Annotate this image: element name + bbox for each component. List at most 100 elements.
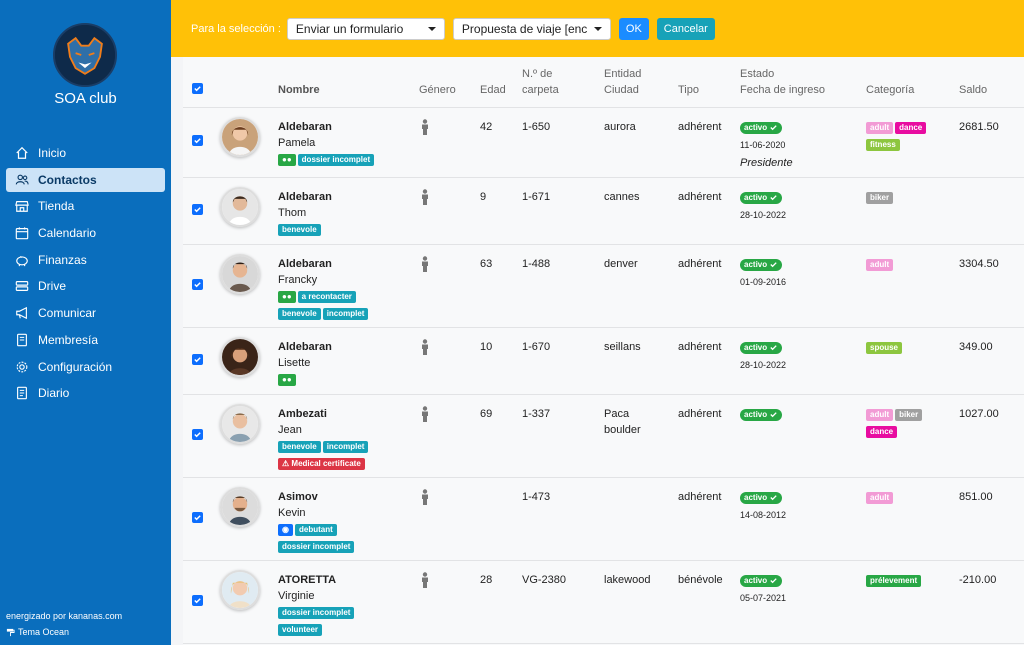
avatar[interactable] (220, 486, 260, 527)
table-row[interactable]: Aldebaran Francky ●● a recontacter benevo… (183, 244, 1024, 328)
table-row[interactable]: ATORETTA Virginie dossier incomplet volu… (183, 560, 1024, 644)
category-cell: biker (866, 177, 959, 245)
sidebar-item-tienda[interactable]: Tienda (6, 194, 165, 218)
journal-icon (14, 385, 30, 401)
category-adult: adult (866, 121, 894, 134)
status-label: activo (744, 259, 768, 269)
status-header[interactable]: Estado Fecha de ingreso (740, 57, 866, 108)
gender-header[interactable]: Género (419, 57, 480, 108)
select-all-checkbox[interactable] (183, 57, 220, 108)
age-cell: 63 (480, 244, 522, 328)
category-spouse: spouse (866, 341, 903, 354)
paint-roller-icon (6, 628, 15, 637)
sidebar-item-configuracion[interactable]: Configuración (6, 355, 165, 379)
membership-icon (14, 332, 30, 348)
city-cell: seillans (604, 327, 678, 395)
row-checkbox[interactable] (183, 560, 220, 644)
row-checkbox[interactable] (183, 244, 220, 328)
avatar[interactable] (220, 116, 260, 157)
balance-header[interactable]: Saldo (959, 57, 1024, 108)
contacts-table-container: Nombre Género Edad N.º de carpeta Entidad… (183, 57, 1024, 645)
ok-button[interactable]: OK (618, 17, 649, 40)
name-cell: Aldebaran Francky ●● a recontacter benevo… (278, 244, 419, 328)
sidebar-item-contactos[interactable]: Contactos (6, 167, 165, 192)
cancel-button[interactable]: Cancelar (656, 17, 715, 40)
category-adult: adult (866, 408, 894, 421)
powered-by-link[interactable]: energizado por kananas.com (6, 611, 123, 621)
folder-cell: 1-650 (522, 107, 604, 178)
avatar[interactable] (220, 403, 260, 444)
sidebar-item-finanzas[interactable]: Finanzas (6, 248, 165, 272)
tag-incomplet: incomplet (322, 440, 369, 453)
first-name: Francky (278, 273, 318, 286)
sidebar-item-label: Calendario (38, 226, 97, 241)
row-checkbox[interactable] (183, 477, 220, 561)
balance-cell: 349.00 (959, 327, 1024, 395)
sidebar-item-inicio[interactable]: Inicio (6, 141, 165, 165)
type-header[interactable]: Tipo (678, 57, 740, 108)
last-name[interactable]: Asimov (278, 490, 318, 503)
avatar[interactable] (220, 569, 260, 610)
row-checkbox[interactable] (183, 177, 220, 245)
avatar-cell (220, 107, 278, 178)
table-row[interactable]: Aldebaran Thom benevole 9 1-671 cannes a… (183, 177, 1024, 245)
folder-header[interactable]: N.º de carpeta (522, 57, 604, 108)
sidebar-item-comunicar[interactable]: Comunicar (6, 301, 165, 325)
theme-switch[interactable]: Tema Ocean (6, 627, 69, 637)
type-cell: adhérent (678, 107, 740, 178)
avatar[interactable] (220, 336, 260, 377)
group-icon: ●● (278, 373, 296, 386)
sidebar-item-calendario[interactable]: Calendario (6, 221, 165, 245)
selection-label: Para la selección : (191, 22, 281, 35)
balance-cell: 851.00 (959, 477, 1024, 561)
sidebar-item-diario[interactable]: Diario (6, 381, 165, 405)
join-date: 28-10-2022 (740, 359, 787, 370)
category-cell: prélevement (866, 560, 959, 644)
first-name: Jean (278, 423, 302, 436)
gender-cell (419, 107, 480, 178)
first-name: Thom (278, 206, 307, 219)
form-select-value: Propuesta de viaje [encu (461, 21, 588, 36)
join-date-header-line2: Fecha de ingreso (740, 83, 825, 96)
entity-header[interactable]: Entidad Ciudad (604, 57, 678, 108)
status-badge: activo (740, 408, 783, 421)
last-name[interactable]: Aldebaran (278, 120, 332, 133)
last-name[interactable]: Aldebaran (278, 190, 332, 203)
theme-label: Tema Ocean (18, 627, 70, 637)
last-name[interactable]: Aldebaran (278, 340, 332, 353)
chevron-down-icon (593, 26, 602, 31)
tag-medical-label: Medical certificate (291, 458, 361, 468)
action-select-value: Enviar un formulario (295, 21, 404, 36)
action-select[interactable]: Enviar un formulario (286, 17, 445, 40)
category-header[interactable]: Categoría (866, 57, 959, 108)
table-row[interactable]: Aldebaran Pamela ●● dossier incomplet 42 … (183, 107, 1024, 178)
table-row[interactable]: Asimov Kevin ◉ debutant dossier incomplet… (183, 477, 1024, 561)
row-checkbox[interactable] (183, 107, 220, 178)
last-name[interactable]: Ambezati (278, 407, 327, 420)
table-row[interactable]: Aldebaran Lisette ●● 10 1-670 seillans a… (183, 327, 1024, 395)
category-dance: dance (895, 121, 927, 134)
folder-header-line1: N.º de (522, 67, 553, 80)
balance-cell (959, 177, 1024, 245)
tag-a-recontacter: a recontacter (297, 290, 356, 303)
name-cell: ATORETTA Virginie dossier incomplet volu… (278, 560, 419, 644)
form-select[interactable]: Propuesta de viaje [encu (452, 17, 611, 40)
check-icon (770, 262, 777, 268)
status-label: activo (744, 122, 768, 132)
last-name[interactable]: Aldebaran (278, 257, 332, 270)
avatar-cell (220, 177, 278, 245)
age-header[interactable]: Edad (480, 57, 522, 108)
avatar[interactable] (220, 186, 260, 227)
sidebar-item-drive[interactable]: Drive (6, 274, 165, 298)
name-header[interactable]: Nombre (278, 57, 419, 108)
table-row[interactable]: Ambezati Jean benevole incomplet ⚠ Medica… (183, 394, 1024, 478)
type-cell: adhérent (678, 177, 740, 245)
row-checkbox[interactable] (183, 394, 220, 478)
last-name[interactable]: ATORETTA (278, 573, 337, 586)
row-checkbox[interactable] (183, 327, 220, 395)
avatar-cell (220, 394, 278, 478)
avatar[interactable] (220, 253, 260, 294)
sidebar-item-membresia[interactable]: Membresía (6, 328, 165, 352)
club-logo[interactable] (53, 23, 117, 87)
category-prelevement: prélevement (866, 574, 922, 587)
